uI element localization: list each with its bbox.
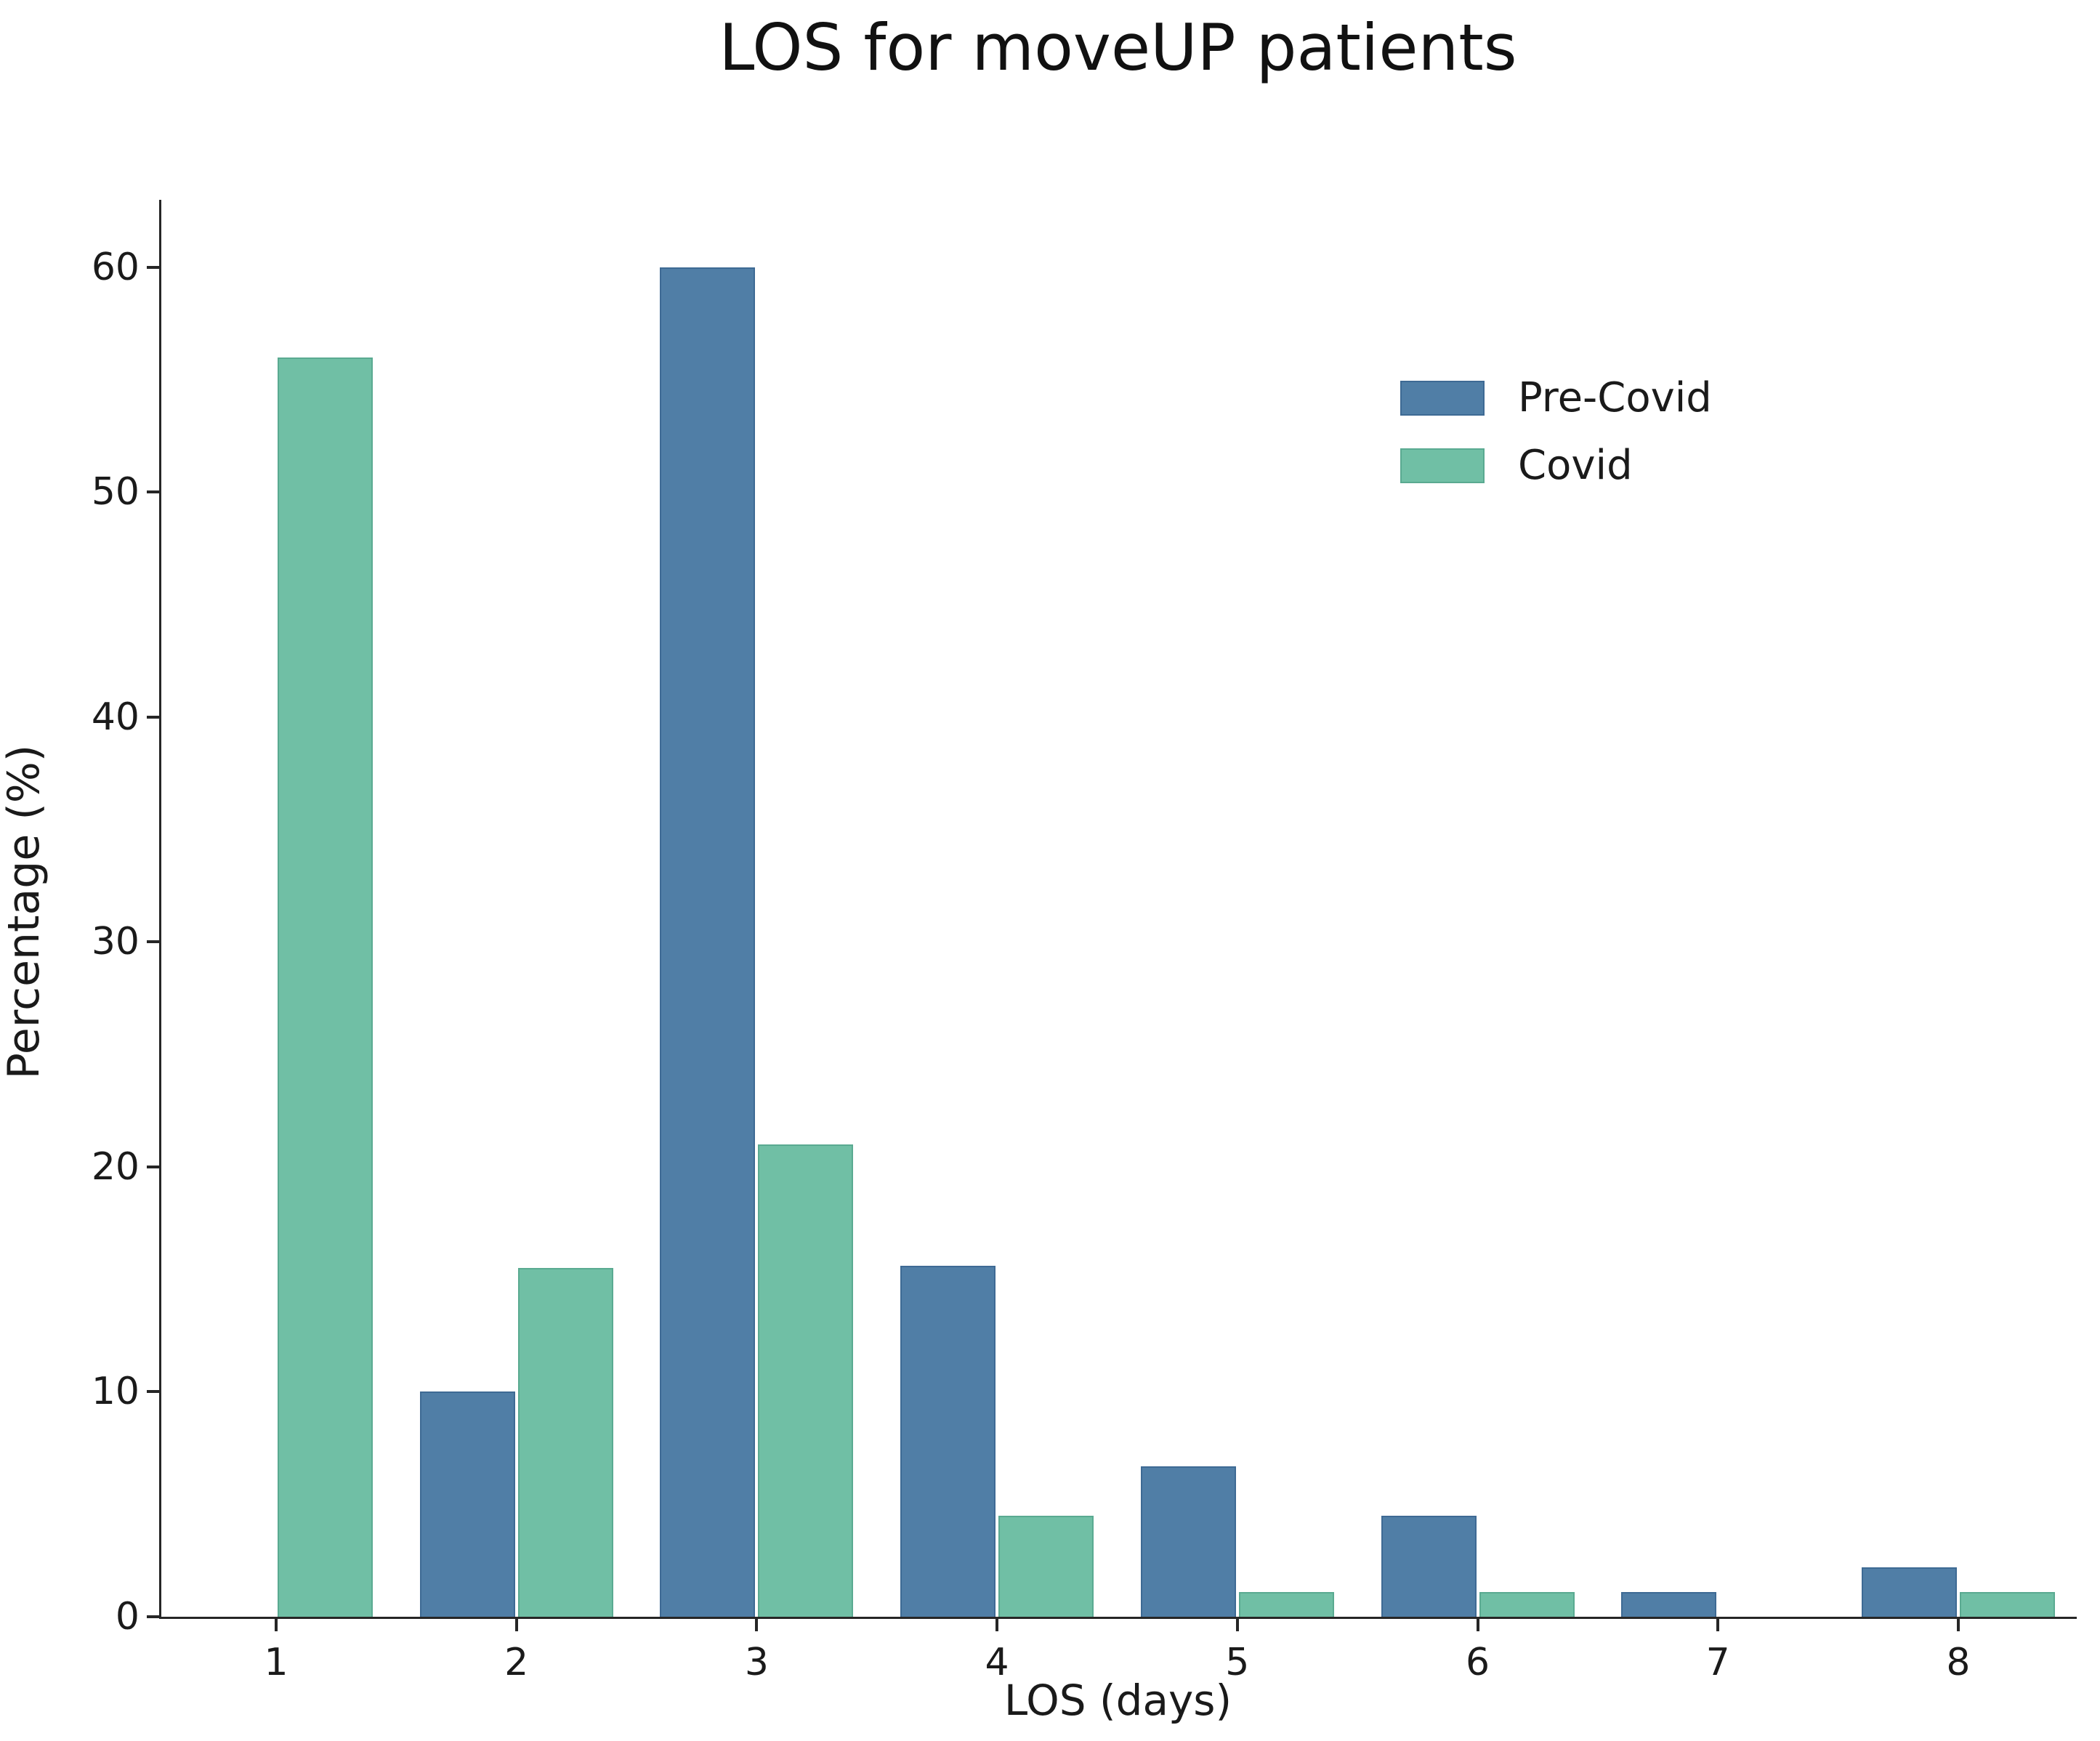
- x-tick-label-6: 6: [1465, 1641, 1490, 1684]
- legend-item-covid: Covid: [1400, 441, 1712, 490]
- y-tick-label-20: 20: [91, 1144, 140, 1189]
- legend: Pre-Covid Covid: [1400, 373, 1712, 490]
- x-axis-label: LOS (days): [1003, 1676, 1232, 1725]
- y-tick-label-60: 60: [91, 245, 140, 289]
- bar-pre-covid-los-5: [1140, 1466, 1236, 1617]
- chart-title: LOS for moveUP patients: [719, 10, 1517, 85]
- y-tick-60: [147, 265, 161, 269]
- x-tick-label-3: 3: [744, 1641, 769, 1684]
- legend-label-pre-covid: Pre-Covid: [1518, 374, 1712, 421]
- y-tick-40: [147, 715, 161, 719]
- legend-swatch-pre-covid: [1400, 380, 1485, 416]
- x-tick-5: [1235, 1617, 1239, 1631]
- x-tick-label-8: 8: [1946, 1641, 1971, 1684]
- legend-item-pre-covid: Pre-Covid: [1400, 373, 1712, 422]
- x-tick-6: [1476, 1617, 1479, 1631]
- bar-pre-covid-los-8: [1861, 1567, 1957, 1617]
- y-tick-50: [147, 490, 161, 494]
- legend-label-covid: Covid: [1518, 442, 1633, 489]
- y-tick-30: [147, 940, 161, 944]
- bar-covid-los-4: [998, 1516, 1094, 1617]
- x-tick-3: [755, 1617, 759, 1631]
- y-axis-spine: [159, 200, 161, 1619]
- x-axis-spine: [159, 1617, 2077, 1619]
- bar-pre-covid-los-6: [1381, 1516, 1477, 1617]
- x-tick-4: [996, 1617, 999, 1631]
- bar-pre-covid-los-4: [900, 1266, 996, 1617]
- bar-covid-los-1: [278, 358, 373, 1617]
- bar-pre-covid-los-3: [660, 267, 756, 1617]
- x-tick-2: [514, 1617, 518, 1631]
- y-tick-10: [147, 1390, 161, 1394]
- x-tick-8: [1956, 1617, 1960, 1631]
- legend-swatch-covid: [1400, 448, 1485, 483]
- bar-covid-los-6: [1479, 1592, 1575, 1617]
- bar-covid-los-3: [758, 1144, 854, 1617]
- x-tick-label-5: 5: [1225, 1641, 1250, 1684]
- bar-covid-los-8: [1959, 1592, 2055, 1617]
- bar-covid-los-5: [1238, 1592, 1334, 1617]
- x-tick-label-2: 2: [504, 1641, 529, 1684]
- x-tick-1: [275, 1617, 278, 1631]
- y-tick-label-0: 0: [115, 1595, 140, 1639]
- y-tick-label-50: 50: [91, 470, 140, 514]
- x-tick-label-1: 1: [264, 1641, 288, 1684]
- y-tick-0: [147, 1615, 161, 1618]
- x-tick-label-4: 4: [985, 1641, 1009, 1684]
- y-tick-20: [147, 1165, 161, 1168]
- bar-covid-los-2: [517, 1268, 613, 1617]
- x-tick-7: [1716, 1617, 1720, 1631]
- x-tick-label-7: 7: [1705, 1641, 1730, 1684]
- y-tick-label-10: 10: [91, 1370, 140, 1414]
- y-tick-label-30: 30: [91, 920, 140, 964]
- y-tick-label-40: 40: [91, 695, 140, 739]
- bar-pre-covid-los-7: [1621, 1592, 1717, 1617]
- bar-pre-covid-los-2: [419, 1391, 515, 1617]
